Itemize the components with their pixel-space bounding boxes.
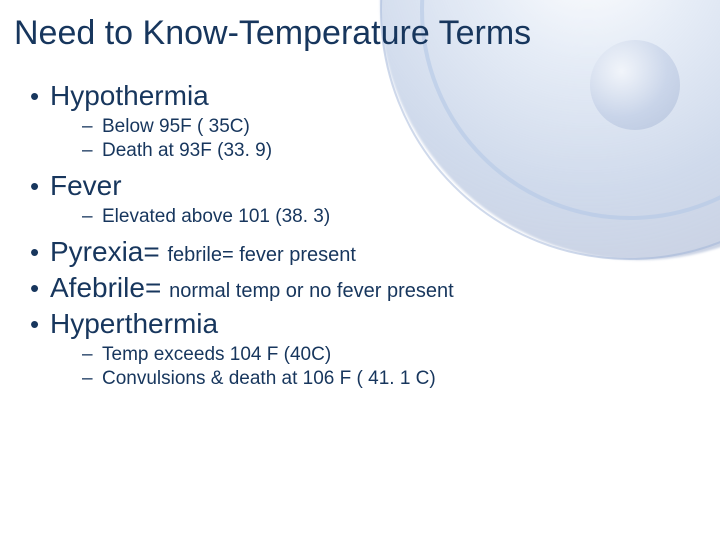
sub-text: Convulsions & death at 106 F ( 41. 1 C): [102, 368, 436, 389]
dash-icon: –: [82, 116, 102, 138]
bullet-text: Hypothermia: [50, 80, 209, 112]
bullet-dot-icon: •: [30, 311, 50, 337]
bullet-row: • Afebrile= normal temp or no fever pres…: [30, 272, 700, 304]
list-item: • Fever –Elevated above 101 (38. 3): [30, 170, 700, 228]
sub-list-item: –Death at 93F (33. 9): [82, 140, 700, 162]
sub-text: Elevated above 101 (38. 3): [102, 206, 330, 227]
bullet-row: • Fever: [30, 170, 700, 202]
text-part: normal temp or no fever present: [169, 280, 454, 302]
text-part: febrile= fever present: [168, 244, 356, 266]
slide: Need to Know-Temperature Terms • Hypothe…: [0, 0, 720, 540]
sub-list-item: –Elevated above 101 (38. 3): [82, 206, 700, 228]
bullet-row: • Hypothermia: [30, 80, 700, 112]
bullet-row: • Pyrexia= febrile= fever present: [30, 236, 700, 268]
bullet-text: Fever: [50, 170, 122, 202]
bullet-list-level1: • Hypothermia –Below 95F ( 35C) –Death a…: [30, 80, 700, 390]
sub-text: Temp exceeds 104 F (40C): [102, 344, 331, 365]
sub-list-item: –Below 95F ( 35C): [82, 116, 700, 138]
text-part: Hypothermia: [50, 80, 209, 111]
list-item: • Afebrile= normal temp or no fever pres…: [30, 272, 700, 304]
bullet-list-level2: –Below 95F ( 35C) –Death at 93F (33. 9): [30, 116, 700, 162]
bullet-text: Afebrile= normal temp or no fever presen…: [50, 272, 454, 304]
sub-list-item: –Convulsions & death at 106 F ( 41. 1 C): [82, 368, 700, 390]
bullet-row: • Hyperthermia: [30, 308, 700, 340]
sub-text: Death at 93F (33. 9): [102, 140, 272, 161]
text-part: Afebrile=: [50, 272, 169, 303]
list-item: • Pyrexia= febrile= fever present: [30, 236, 700, 268]
bullet-list-level2: –Temp exceeds 104 F (40C) –Convulsions &…: [30, 344, 700, 390]
dash-icon: –: [82, 344, 102, 366]
text-part: Fever: [50, 170, 122, 201]
slide-title: Need to Know-Temperature Terms: [14, 14, 531, 53]
bullet-dot-icon: •: [30, 275, 50, 301]
bullet-text: Hyperthermia: [50, 308, 218, 340]
text-part: Pyrexia=: [50, 236, 168, 267]
bullet-dot-icon: •: [30, 173, 50, 199]
bullet-list-level2: –Elevated above 101 (38. 3): [30, 206, 700, 228]
dash-icon: –: [82, 368, 102, 390]
list-item: • Hypothermia –Below 95F ( 35C) –Death a…: [30, 80, 700, 162]
slide-content: • Hypothermia –Below 95F ( 35C) –Death a…: [30, 80, 700, 398]
dash-icon: –: [82, 140, 102, 162]
sub-list-item: –Temp exceeds 104 F (40C): [82, 344, 700, 366]
bullet-dot-icon: •: [30, 239, 50, 265]
text-part: Hyperthermia: [50, 308, 218, 339]
sub-text: Below 95F ( 35C): [102, 116, 250, 137]
dash-icon: –: [82, 206, 102, 228]
list-item: • Hyperthermia –Temp exceeds 104 F (40C)…: [30, 308, 700, 390]
bullet-dot-icon: •: [30, 83, 50, 109]
bullet-text: Pyrexia= febrile= fever present: [50, 236, 356, 268]
